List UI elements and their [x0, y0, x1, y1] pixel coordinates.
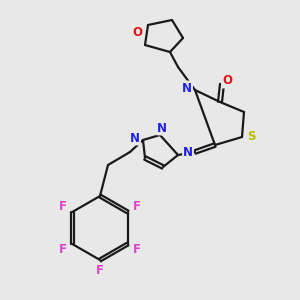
- Text: F: F: [96, 265, 104, 278]
- Text: N: N: [183, 146, 193, 158]
- Text: F: F: [59, 243, 67, 256]
- Text: N: N: [182, 82, 192, 94]
- Text: N: N: [130, 131, 140, 145]
- Text: N: N: [157, 122, 167, 134]
- Text: S: S: [247, 130, 255, 143]
- Text: O: O: [222, 74, 232, 88]
- Text: O: O: [132, 26, 142, 38]
- Text: F: F: [133, 200, 141, 213]
- Text: F: F: [59, 200, 67, 213]
- Text: F: F: [133, 243, 141, 256]
